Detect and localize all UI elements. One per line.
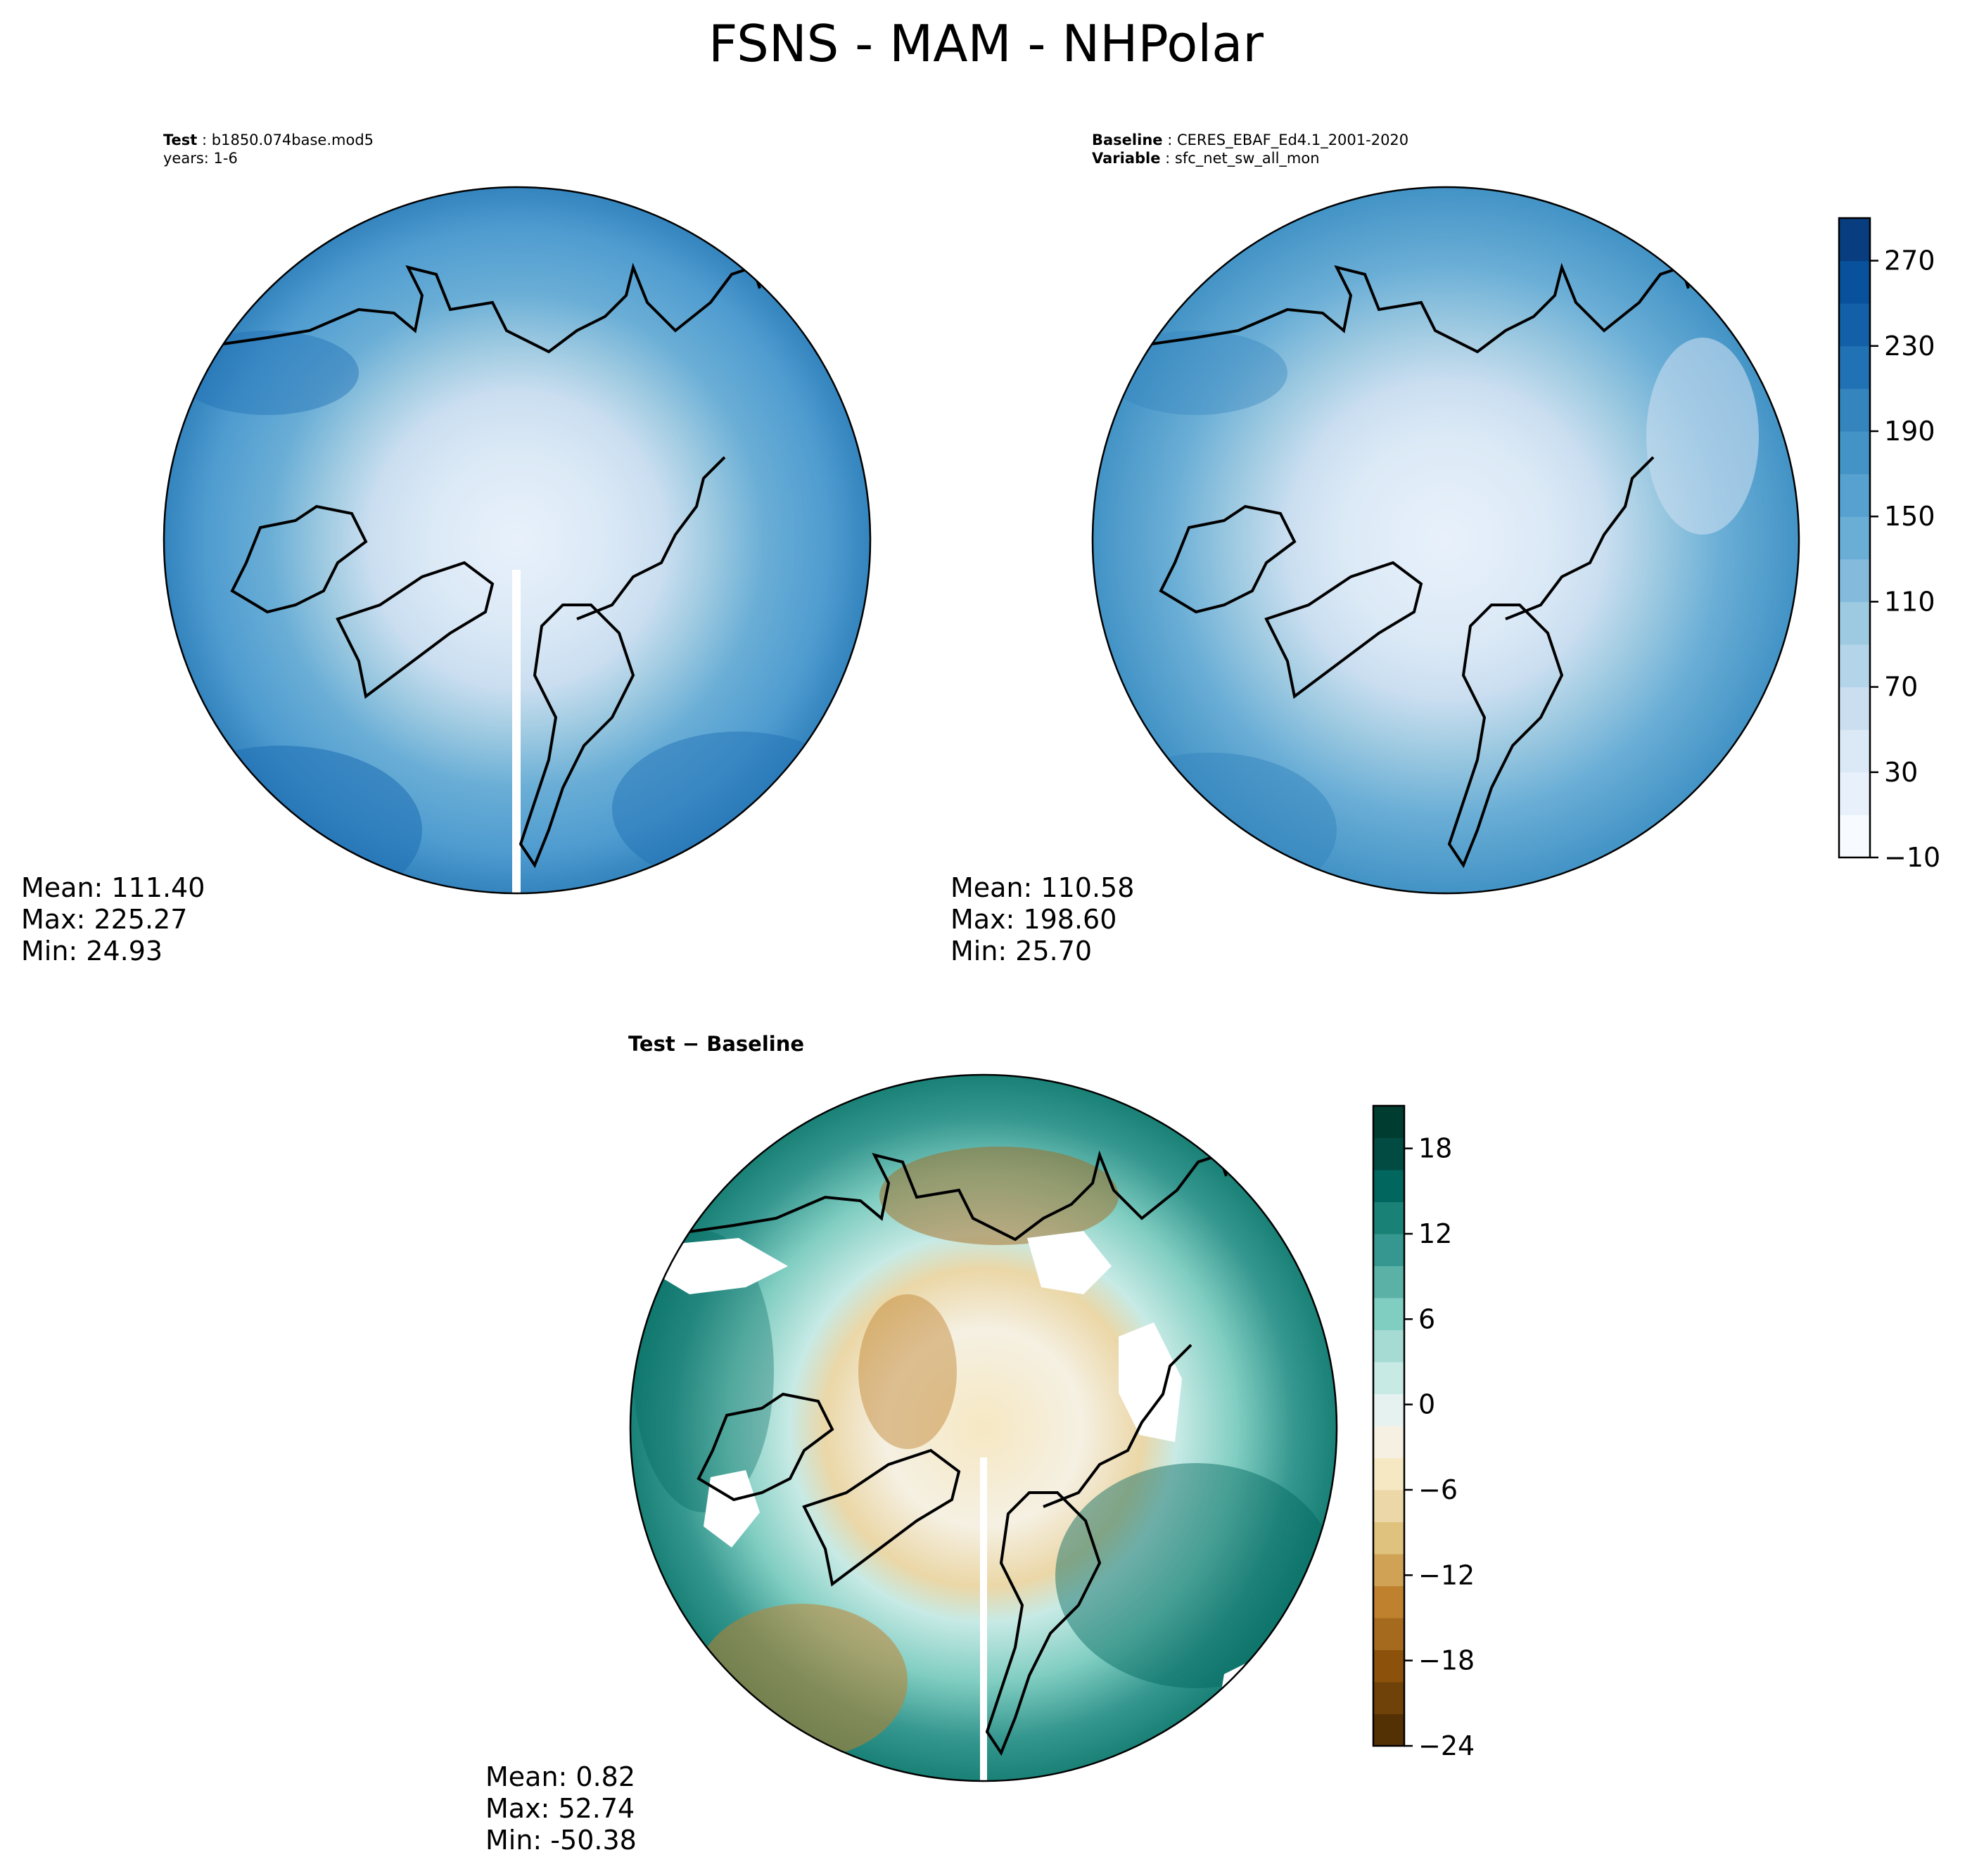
main-colorbar-segment bbox=[1839, 601, 1870, 645]
baseline-label-key: Baseline bbox=[1092, 132, 1163, 148]
diff-colorbar-segment bbox=[1373, 1521, 1404, 1555]
test-min: Min: 24.93 bbox=[21, 936, 163, 966]
diff-colorbar-tick-label: 18 bbox=[1418, 1133, 1452, 1164]
diff-colorbar-segment bbox=[1373, 1329, 1404, 1363]
baseline-label: Baseline : CERES_EBAF_Ed4.1_2001-2020 Va… bbox=[1092, 132, 1409, 167]
main-colorbar-segment bbox=[1839, 559, 1870, 602]
diff-colorbar-segment bbox=[1373, 1201, 1404, 1234]
diff-colorbar-segment bbox=[1373, 1137, 1404, 1170]
baseline-coastline bbox=[1146, 262, 1690, 869]
main-colorbar-segment bbox=[1839, 345, 1870, 389]
test-stats: Mean: 111.40 Max: 225.27 Min: 24.93 bbox=[21, 872, 205, 967]
main-colorbar-segment bbox=[1839, 516, 1870, 560]
main-colorbar-frame bbox=[1838, 217, 1871, 859]
test-label-value: b1850.074base.mod5 bbox=[211, 132, 374, 148]
diff-colorbar-tick-label: 12 bbox=[1418, 1218, 1452, 1249]
main-colorbar-segment bbox=[1839, 388, 1870, 432]
main-colorbar-segment bbox=[1839, 431, 1870, 475]
diff-colorbar-tick-label: −18 bbox=[1418, 1645, 1475, 1676]
baseline-label-value: CERES_EBAF_Ed4.1_2001-2020 bbox=[1176, 132, 1409, 148]
diff-colorbar-tick-label: −6 bbox=[1418, 1474, 1458, 1505]
diff-mean: Mean: 0.82 bbox=[485, 1761, 636, 1792]
baseline-min: Min: 25.70 bbox=[950, 936, 1093, 966]
test-coastline bbox=[217, 262, 761, 869]
diff-map bbox=[629, 1073, 1338, 1782]
main-colorbar-tick-label: 230 bbox=[1884, 331, 1935, 362]
main-colorbar-segment bbox=[1839, 729, 1870, 773]
main-colorbar-tick-label: 150 bbox=[1884, 501, 1935, 532]
main-colorbar-segment bbox=[1839, 473, 1870, 517]
diff-colorbar-segment bbox=[1373, 1265, 1404, 1298]
baseline-map bbox=[1091, 186, 1800, 895]
diff-colorbar-segment bbox=[1373, 1393, 1404, 1427]
test-map bbox=[163, 186, 872, 895]
baseline-max: Max: 198.60 bbox=[950, 904, 1117, 935]
diff-colorbar-tick-label: −24 bbox=[1418, 1730, 1475, 1761]
diff-colorbar-segment bbox=[1373, 1554, 1404, 1586]
test-years: years: 1-6 bbox=[163, 150, 238, 167]
diff-min: Min: -50.38 bbox=[485, 1825, 637, 1856]
baseline-mean: Mean: 110.58 bbox=[950, 872, 1135, 903]
test-label-key: Test bbox=[163, 132, 198, 148]
main-colorbar-segment bbox=[1839, 815, 1870, 858]
test-max: Max: 225.27 bbox=[21, 904, 188, 935]
diff-max: Max: 52.74 bbox=[485, 1793, 635, 1824]
main-colorbar-tick-label: 70 bbox=[1884, 672, 1918, 703]
main-colorbar-tick-label: 270 bbox=[1884, 245, 1935, 276]
diff-colorbar-segment bbox=[1373, 1585, 1404, 1619]
variable-label-key: Variable bbox=[1092, 150, 1161, 167]
main-colorbar-tick-label: 190 bbox=[1884, 416, 1935, 447]
diff-colorbar-segment bbox=[1373, 1106, 1404, 1138]
diff-colorbar-segment bbox=[1373, 1618, 1404, 1650]
figure-title: FSNS - MAM - NHPolar bbox=[708, 14, 1264, 73]
diff-colorbar-segment bbox=[1373, 1490, 1404, 1522]
baseline-stats: Mean: 110.58 Max: 198.60 Min: 25.70 bbox=[950, 872, 1134, 967]
test-mean: Mean: 111.40 bbox=[21, 872, 205, 903]
diff-colorbar-segment bbox=[1373, 1298, 1404, 1330]
diff-colorbar-segment bbox=[1373, 1362, 1404, 1394]
diff-colorbar-segment bbox=[1373, 1650, 1404, 1683]
main-colorbar-segment bbox=[1839, 687, 1870, 730]
test-label: Test : b1850.074base.mod5 years: 1-6 bbox=[163, 132, 374, 167]
diff-colorbar-segment bbox=[1373, 1457, 1404, 1491]
main-colorbar-segment bbox=[1839, 644, 1870, 688]
main-colorbar-tick-label: 110 bbox=[1884, 586, 1935, 617]
diff-colorbar-tick-label: −12 bbox=[1418, 1559, 1475, 1590]
diff-colorbar-segment bbox=[1373, 1170, 1404, 1202]
diff-stats: Mean: 0.82 Max: 52.74 Min: -50.38 bbox=[485, 1761, 637, 1856]
diff-colorbar-tick-label: 6 bbox=[1418, 1303, 1435, 1334]
main-colorbar-tick-label: −10 bbox=[1884, 842, 1940, 873]
main-colorbar-segment bbox=[1839, 772, 1870, 815]
main-colorbar-segment bbox=[1839, 218, 1870, 262]
diff-colorbar-frame bbox=[1372, 1104, 1406, 1747]
main-colorbar-segment bbox=[1839, 260, 1870, 304]
main-colorbar: 270 230 190 150 110 70 30 −10 bbox=[1838, 217, 1940, 873]
diff-label: Test − Baseline bbox=[628, 1032, 805, 1056]
diff-colorbar-segment bbox=[1373, 1682, 1404, 1714]
main-colorbar-tick-label: 30 bbox=[1884, 757, 1918, 788]
diff-colorbar: 18 12 6 0 −6 −12 −18 −24 bbox=[1372, 1104, 1475, 1761]
diff-colorbar-segment bbox=[1373, 1234, 1404, 1266]
diff-colorbar-segment bbox=[1373, 1714, 1404, 1747]
diff-coastline bbox=[684, 1150, 1228, 1756]
variable-label-value: sfc_net_sw_all_mon bbox=[1174, 150, 1320, 167]
diff-colorbar-segment bbox=[1373, 1426, 1404, 1458]
main-colorbar-segment bbox=[1839, 303, 1870, 347]
diff-colorbar-tick-label: 0 bbox=[1418, 1389, 1435, 1420]
